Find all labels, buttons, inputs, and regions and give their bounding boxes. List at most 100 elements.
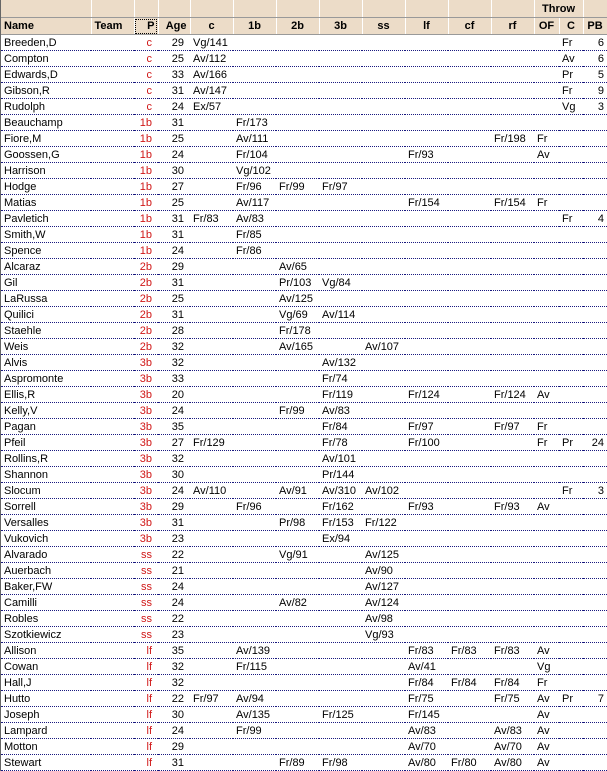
cell-c[interactable]: Av/112 — [190, 50, 233, 67]
table-row[interactable]: Matias 1b 25 Av/117 Fr/154 Fr/154 Fr — [1, 194, 607, 211]
cell-team[interactable] — [91, 706, 134, 723]
cell-name[interactable]: Versalles — [1, 514, 91, 531]
cell-throw-of[interactable] — [534, 242, 559, 259]
cell-3b[interactable] — [319, 578, 362, 595]
cell-3b[interactable] — [319, 162, 362, 179]
cell-1b[interactable] — [233, 754, 276, 771]
cell-c[interactable] — [190, 610, 233, 627]
cell-ss[interactable] — [362, 162, 405, 179]
cell-throw-c[interactable] — [559, 370, 583, 387]
cell-throw-c[interactable] — [559, 258, 583, 275]
cell-3b[interactable]: Fr/74 — [319, 370, 362, 387]
cell-throw-c[interactable] — [559, 498, 583, 515]
cell-pb[interactable] — [583, 722, 607, 739]
cell-lf[interactable] — [405, 578, 448, 595]
cell-ss[interactable] — [362, 738, 405, 755]
cell-age[interactable]: 30 — [158, 706, 190, 723]
table-row[interactable]: Rollins,R 3b 32 Av/101 — [1, 450, 607, 467]
cell-ss[interactable]: Av/98 — [362, 610, 405, 627]
cell-pb[interactable] — [583, 674, 607, 691]
cell-throw-c[interactable] — [559, 642, 583, 659]
cell-name[interactable]: Alcaraz — [1, 258, 91, 275]
cell-3b[interactable]: Fr/78 — [319, 434, 362, 451]
cell-3b[interactable] — [319, 610, 362, 627]
table-row[interactable]: Alcaraz 2b 29 Av/65 — [1, 258, 607, 275]
cell-age[interactable]: 24 — [158, 482, 190, 499]
cell-team[interactable] — [91, 418, 134, 435]
cell-pb[interactable] — [583, 514, 607, 531]
cell-2b[interactable]: Fr/178 — [276, 322, 319, 339]
table-row[interactable]: Vukovich 3b 23 Ex/94 — [1, 530, 607, 547]
cell-ss[interactable] — [362, 98, 405, 115]
column-header-team[interactable]: Team — [91, 17, 135, 35]
cell-pb[interactable] — [583, 546, 607, 563]
table-row[interactable]: Gil 2b 31 Pr/103 Vg/84 — [1, 274, 607, 291]
table-row[interactable]: Fiore,M 1b 25 Av/111 Fr/198 Fr — [1, 130, 607, 147]
cell-3b[interactable] — [319, 722, 362, 739]
cell-c[interactable]: Av/166 — [190, 66, 233, 83]
cell-rf[interactable] — [491, 114, 534, 131]
cell-position[interactable]: 3b — [134, 354, 158, 371]
cell-2b[interactable]: Pr/98 — [276, 514, 319, 531]
cell-pb[interactable] — [583, 418, 607, 435]
cell-throw-of[interactable] — [534, 338, 559, 355]
table-row[interactable]: Pfeil 3b 27 Fr/129 Fr/78 Fr/100 Fr Pr 24 — [1, 434, 607, 451]
cell-pb[interactable]: 24 — [583, 434, 607, 451]
cell-1b[interactable]: Av/117 — [233, 194, 276, 211]
cell-c[interactable] — [190, 162, 233, 179]
cell-position[interactable]: 3b — [134, 498, 158, 515]
cell-rf[interactable]: Av/70 — [491, 738, 534, 755]
cell-rf[interactable] — [491, 178, 534, 195]
cell-rf[interactable] — [491, 434, 534, 451]
cell-cf[interactable] — [448, 530, 491, 547]
cell-throw-c[interactable]: Av — [559, 50, 583, 67]
cell-ss[interactable]: Av/90 — [362, 562, 405, 579]
cell-throw-of[interactable] — [534, 626, 559, 643]
cell-ss[interactable]: Av/127 — [362, 578, 405, 595]
cell-ss[interactable] — [362, 82, 405, 99]
cell-cf[interactable] — [448, 50, 491, 67]
cell-throw-of[interactable]: Fr — [534, 130, 559, 147]
cell-lf[interactable]: Fr/75 — [405, 690, 448, 707]
cell-1b[interactable] — [233, 274, 276, 291]
cell-lf[interactable] — [405, 98, 448, 115]
cell-position[interactable]: 2b — [134, 274, 158, 291]
cell-position[interactable]: lf — [134, 690, 158, 707]
cell-name[interactable]: Quilici — [1, 306, 91, 323]
cell-ss[interactable] — [362, 322, 405, 339]
cell-lf[interactable] — [405, 210, 448, 227]
cell-throw-of[interactable] — [534, 306, 559, 323]
cell-position[interactable]: lf — [134, 674, 158, 691]
cell-name[interactable]: Harrison — [1, 162, 91, 179]
cell-1b[interactable] — [233, 354, 276, 371]
cell-team[interactable] — [91, 562, 134, 579]
cell-lf[interactable]: Av/80 — [405, 754, 448, 771]
cell-3b[interactable] — [319, 690, 362, 707]
cell-cf[interactable]: Fr/83 — [448, 642, 491, 659]
column-header-name[interactable]: Name — [1, 17, 92, 35]
cell-rf[interactable]: Fr/198 — [491, 130, 534, 147]
cell-pb[interactable] — [583, 370, 607, 387]
cell-1b[interactable] — [233, 594, 276, 611]
cell-position[interactable]: lf — [134, 722, 158, 739]
cell-name[interactable]: Allison — [1, 642, 91, 659]
cell-3b[interactable]: Av/310 — [319, 482, 362, 499]
cell-rf[interactable]: Av/83 — [491, 722, 534, 739]
cell-position[interactable]: lf — [134, 642, 158, 659]
cell-3b[interactable] — [319, 210, 362, 227]
cell-1b[interactable] — [233, 386, 276, 403]
cell-cf[interactable] — [448, 66, 491, 83]
cell-c[interactable] — [190, 130, 233, 147]
column-header-pb[interactable]: PB — [583, 17, 607, 35]
cell-throw-c[interactable] — [559, 306, 583, 323]
cell-ss[interactable] — [362, 274, 405, 291]
cell-throw-c[interactable] — [559, 578, 583, 595]
cell-3b[interactable] — [319, 738, 362, 755]
cell-lf[interactable] — [405, 290, 448, 307]
cell-name[interactable]: LaRussa — [1, 290, 91, 307]
cell-name[interactable]: Hodge — [1, 178, 91, 195]
cell-lf[interactable]: Fr/145 — [405, 706, 448, 723]
cell-throw-of[interactable] — [534, 34, 559, 51]
cell-lf[interactable] — [405, 402, 448, 419]
cell-position[interactable]: c — [134, 98, 158, 115]
